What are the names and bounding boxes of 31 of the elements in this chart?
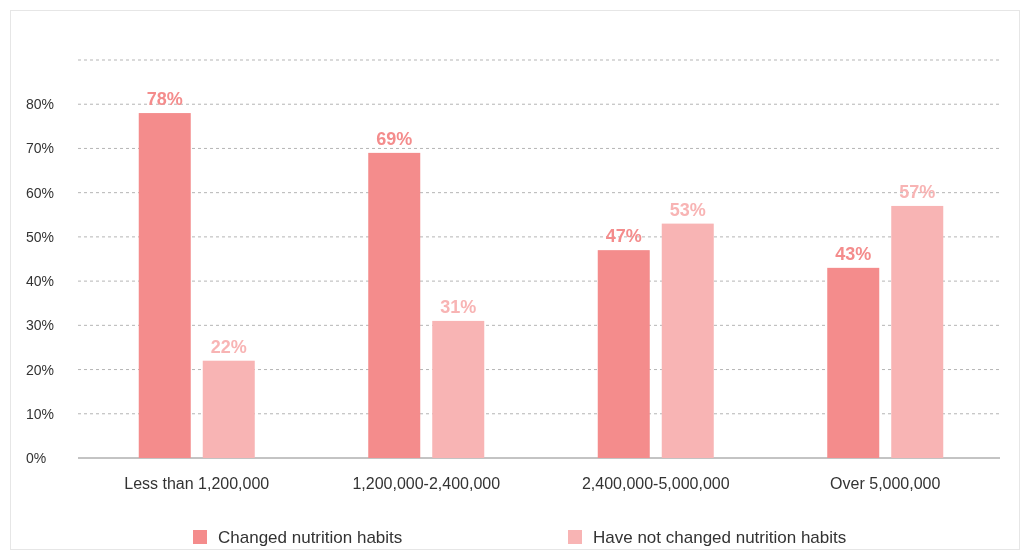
y-tick-label: 40%: [26, 273, 55, 290]
legend-label: Have not changed nutrition habits: [593, 528, 847, 547]
bar: [368, 152, 421, 458]
x-tick-label: 2,400,000-5,000,000: [581, 475, 730, 493]
y-tick-label: 70%: [26, 140, 55, 157]
text: 78%: [146, 89, 183, 110]
x-tick-label: Over 5,000,000: [830, 475, 941, 493]
bar: [597, 250, 650, 458]
y-tick-label: 60%: [26, 184, 55, 201]
y-tick-label: 50%: [26, 228, 55, 245]
bar: [138, 113, 191, 458]
bar: [827, 267, 880, 458]
bar: [202, 360, 255, 458]
y-tick-label: 80%: [26, 96, 55, 113]
text: 47%: [605, 226, 642, 247]
y-tick-label: 30%: [26, 317, 55, 334]
y-tick-label: 0%: [26, 449, 47, 466]
text: 57%: [899, 181, 936, 202]
x-tick-label: 1,200,000-2,400,000: [352, 475, 501, 493]
y-tick-label: 20%: [26, 361, 55, 378]
text: 22%: [210, 336, 247, 357]
text: 69%: [376, 128, 413, 149]
bar: [891, 205, 944, 458]
text: 31%: [440, 296, 477, 317]
text: 43%: [835, 243, 872, 264]
text: 53%: [669, 199, 706, 220]
bar: [661, 223, 714, 458]
y-tick-label: 10%: [26, 405, 55, 422]
legend-label: Changed nutrition habits: [218, 528, 403, 547]
x-tick-label: Less than 1,200,000: [124, 475, 270, 493]
bar: [432, 320, 485, 458]
